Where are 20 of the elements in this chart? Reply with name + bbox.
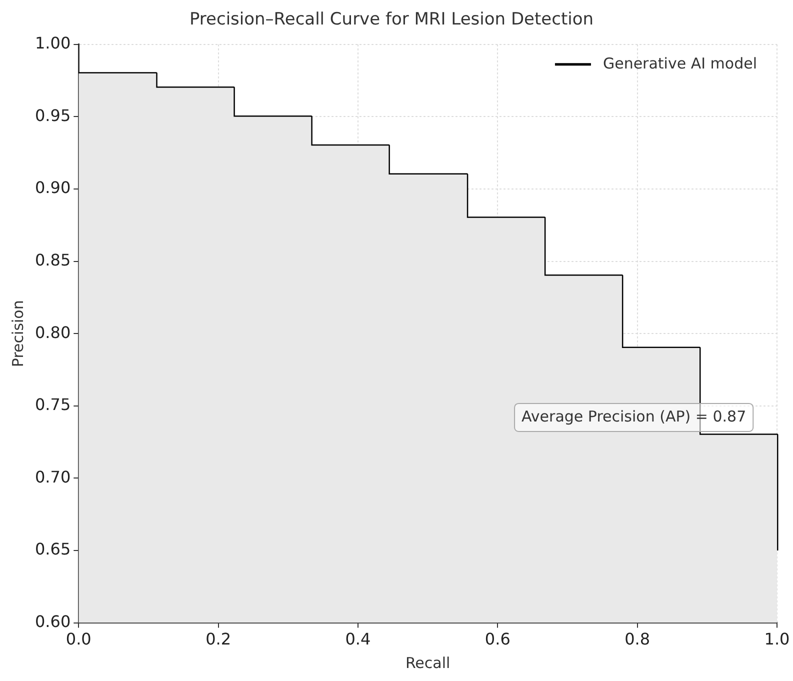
x-axis-title: Recall bbox=[405, 654, 450, 672]
y-tick-label: 0.80 bbox=[35, 322, 71, 342]
y-tick-label: 0.95 bbox=[35, 106, 71, 125]
y-axis-title: Precision bbox=[8, 300, 27, 368]
x-tick-label: 0.2 bbox=[206, 630, 232, 649]
y-tick-label: 0.85 bbox=[35, 250, 71, 270]
chart-title: Precision–Recall Curve for MRI Lesion Detection bbox=[189, 10, 594, 30]
y-tick-label: 0.60 bbox=[35, 612, 71, 631]
x-tick-label: 1.0 bbox=[764, 630, 790, 649]
y-tick-label: 0.75 bbox=[35, 395, 71, 414]
y-tick-label: 0.90 bbox=[35, 178, 71, 198]
x-tick-label: 0.4 bbox=[345, 630, 371, 649]
legend-label: Generative AI model bbox=[602, 54, 758, 72]
x-tick-label: 0.6 bbox=[484, 630, 510, 649]
y-tick-label: 1.00 bbox=[35, 34, 71, 53]
annotation: Average Precision (AP) = 0.87 bbox=[522, 407, 746, 426]
x-tick-label: 0.0 bbox=[66, 630, 92, 649]
y-tick-label: 0.65 bbox=[35, 540, 71, 559]
y-tick-label: 0.70 bbox=[35, 467, 71, 486]
x-tick-label: 0.8 bbox=[624, 630, 650, 649]
